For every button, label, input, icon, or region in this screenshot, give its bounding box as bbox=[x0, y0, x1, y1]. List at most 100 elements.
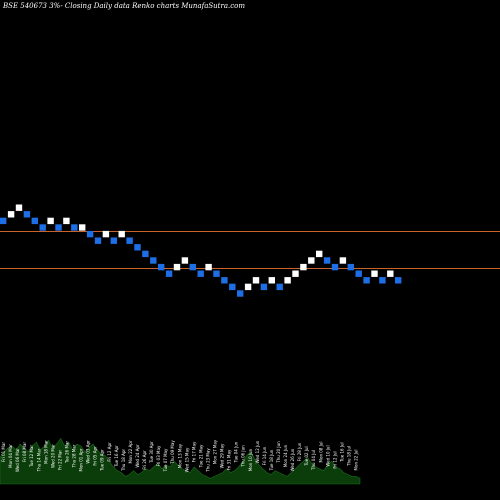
date-label: Wed 06 Mar bbox=[15, 448, 20, 472]
date-label: Tue 09 Apr bbox=[100, 449, 105, 472]
renko-brick-up bbox=[316, 250, 323, 258]
renko-brick-down bbox=[189, 263, 196, 271]
renko-brick-down bbox=[134, 244, 141, 251]
renko-brick-down bbox=[150, 257, 157, 264]
date-label: Thu 23 May bbox=[205, 448, 210, 473]
date-label: Fri 01 Mar bbox=[1, 442, 6, 462]
renko-brick-down bbox=[158, 263, 165, 271]
renko-brick-up bbox=[300, 263, 307, 271]
date-label: Tue 04 Jun bbox=[234, 441, 239, 463]
date-label: Fri 22 Mar bbox=[57, 450, 62, 470]
volume-area-path bbox=[0, 437, 361, 485]
renko-brick-down bbox=[379, 277, 386, 284]
renko-brick-up bbox=[102, 230, 110, 238]
date-label: Wed 26 Jun bbox=[290, 448, 295, 471]
date-label: Fri 31 May bbox=[227, 449, 232, 470]
date-label: Wed 10 Jul bbox=[325, 445, 330, 466]
renko-brick-down bbox=[0, 217, 7, 225]
date-label: Thu 06 Jun bbox=[241, 445, 246, 468]
date-label: Thu 28 Mar bbox=[72, 444, 77, 468]
renko-bricks bbox=[0, 204, 402, 297]
date-label: Mon 08 Jul bbox=[318, 442, 323, 463]
date-label: Tue 02 Jul bbox=[304, 446, 309, 466]
date-labels: Fri 01 Mar Mon 04 Mar Wed 06 Mar Fri 08 Mar… bbox=[1, 439, 359, 473]
date-label: Mon 18 Mar bbox=[43, 440, 48, 464]
renko-brick-up bbox=[79, 224, 86, 231]
date-label: Wed 29 May bbox=[220, 443, 225, 468]
renko-brick-up bbox=[268, 277, 275, 284]
date-label: Tue 12 Mar bbox=[29, 445, 34, 468]
renko-brick-down bbox=[197, 270, 204, 277]
renko-brick-up bbox=[7, 211, 15, 218]
date-label: Thu 04 Jul bbox=[311, 450, 316, 471]
renko-brick-down bbox=[347, 263, 354, 271]
renko-brick-down bbox=[221, 277, 228, 284]
date-label: Mon 22 Jul bbox=[354, 450, 359, 471]
date-label: Fri 14 Jun bbox=[262, 446, 267, 465]
renko-brick-down bbox=[363, 277, 370, 284]
renko-brick-down bbox=[86, 230, 94, 238]
date-label: Thu 18 Jul bbox=[346, 446, 351, 467]
renko-brick-up bbox=[15, 204, 23, 211]
renko-brick-down bbox=[94, 237, 102, 244]
renko-brick-down bbox=[331, 263, 339, 271]
date-label: Fri 05 Apr bbox=[93, 446, 98, 466]
date-label: Thu 18 Apr bbox=[121, 449, 126, 472]
renko-brick-down bbox=[276, 283, 283, 291]
renko-brick-down bbox=[355, 270, 362, 277]
renko-brick-up bbox=[292, 270, 299, 277]
date-label: Wed 03 Apr bbox=[86, 440, 91, 464]
renko-brick-down bbox=[229, 283, 236, 291]
date-label: Tue 07 May bbox=[163, 448, 168, 472]
renko-brick-up bbox=[181, 257, 189, 264]
renko-brick-down bbox=[39, 224, 46, 231]
date-label: Mon 04 Mar bbox=[8, 444, 13, 468]
renko-brick-up bbox=[308, 257, 315, 264]
date-label: Tue 26 Mar bbox=[64, 441, 69, 464]
renko-brick-down bbox=[395, 277, 402, 284]
date-label: Thu 09 May bbox=[170, 440, 175, 465]
renko-brick-up bbox=[244, 283, 252, 291]
date-label: Fri 12 Jul bbox=[332, 451, 337, 468]
date-label: Tue 21 May bbox=[198, 444, 203, 468]
date-label: Mon 24 Jun bbox=[283, 444, 288, 467]
renko-brick-down bbox=[323, 257, 331, 264]
renko-brick-up bbox=[173, 263, 181, 271]
renko-brick-up bbox=[63, 217, 70, 225]
date-label: Tue 30 Apr bbox=[149, 441, 154, 464]
renko-brick-down bbox=[23, 211, 31, 218]
reference-lines bbox=[0, 231, 500, 270]
renko-brick-up bbox=[284, 277, 291, 284]
renko-brick-down bbox=[126, 237, 133, 244]
renko-brick-up bbox=[252, 277, 260, 284]
date-label: Fri 12 Apr bbox=[107, 442, 112, 462]
renko-brick-down bbox=[165, 270, 173, 277]
date-label: Thu 14 Mar bbox=[36, 448, 41, 472]
renko-brick-up bbox=[47, 217, 54, 225]
date-label: Mon 22 Apr bbox=[128, 440, 133, 463]
renko-brick-down bbox=[213, 270, 220, 277]
renko-brick-down bbox=[71, 224, 78, 231]
renko-brick-up bbox=[387, 270, 394, 277]
date-label: Tue 16 Jul bbox=[339, 442, 344, 462]
volume-area bbox=[0, 437, 361, 485]
renko-brick-up bbox=[205, 263, 212, 271]
date-label: Wed 20 Mar bbox=[50, 444, 55, 468]
renko-brick-down bbox=[31, 217, 38, 225]
date-label: Mon 10 Jun bbox=[248, 448, 253, 471]
date-label: Thu 20 Jun bbox=[276, 441, 281, 464]
date-label: Wed 12 Jun bbox=[255, 440, 260, 463]
date-label: Tue 18 Jun bbox=[269, 449, 274, 471]
date-label: Tue 16 Apr bbox=[114, 445, 119, 468]
renko-brick-up bbox=[118, 230, 125, 238]
date-label: Wed 15 May bbox=[184, 447, 189, 472]
date-label: Fri 03 May bbox=[156, 445, 161, 466]
renko-brick-down bbox=[142, 250, 149, 258]
date-label: Mon 13 May bbox=[177, 443, 182, 468]
date-label: Fri 17 May bbox=[191, 441, 196, 462]
date-label: Mon 01 Apr bbox=[79, 448, 84, 471]
chart-title: BSE 540673 3%- Closing Daily data Renko … bbox=[3, 2, 246, 10]
renko-brick-down bbox=[55, 224, 62, 231]
renko-brick-down bbox=[237, 290, 244, 297]
